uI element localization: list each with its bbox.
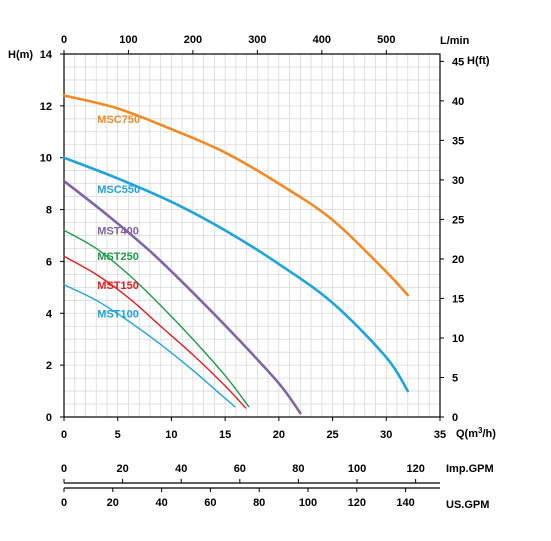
imp-gpm-tick-label: 120 bbox=[406, 463, 424, 475]
y-tick-label: 2 bbox=[46, 360, 52, 372]
lmin-tick-label: 300 bbox=[248, 34, 266, 46]
series-label-mst150: MST150 bbox=[97, 280, 139, 292]
x-axis-label-suffix: /h) bbox=[482, 428, 496, 440]
x-tick-label: 5 bbox=[115, 429, 121, 441]
x-tick-label: 35 bbox=[434, 429, 446, 441]
x-axis-label: Q(m3/h) bbox=[456, 426, 496, 440]
y-tick-label: 4 bbox=[46, 308, 53, 320]
plot-area-frame bbox=[63, 53, 441, 418]
series-label-mst250: MST250 bbox=[97, 251, 139, 263]
y-tick-label: 0 bbox=[46, 412, 52, 424]
us-gpm-tick-label: 80 bbox=[253, 497, 265, 509]
imp-gpm-tick-label: 40 bbox=[175, 463, 187, 475]
curve-mst400 bbox=[62, 179, 302, 415]
x-tick-label: 10 bbox=[165, 429, 177, 441]
us-gpm-tick-label: 140 bbox=[396, 497, 414, 509]
x-tick-label: 20 bbox=[273, 429, 285, 441]
y-axis-label: H(m) bbox=[8, 49, 33, 61]
ft-tick-label: 0 bbox=[452, 412, 458, 424]
x-axis-label-prefix: Q(m bbox=[456, 428, 478, 440]
x-tick-label: 25 bbox=[326, 429, 338, 441]
lmin-tick-label: 100 bbox=[119, 34, 137, 46]
series-label-mst100: MST100 bbox=[97, 308, 139, 320]
us-gpm-tick-label: 100 bbox=[299, 497, 317, 509]
imp-gpm-tick-label: 100 bbox=[348, 463, 366, 475]
imp-gpm-tick-label: 20 bbox=[116, 463, 128, 475]
secondary-x-axis-label: L/min bbox=[440, 35, 470, 47]
curve-mst250 bbox=[63, 229, 250, 408]
imp-gpm-tick-label: 60 bbox=[234, 463, 246, 475]
ft-tick-label: 45 bbox=[452, 56, 464, 68]
curve-msc550 bbox=[62, 156, 410, 393]
chart-grid bbox=[64, 54, 440, 417]
imp-gpm-axis: 0 20 40 60 80 100 120 bbox=[61, 463, 440, 484]
curve-mst150 bbox=[63, 255, 247, 409]
ft-tick-label: 30 bbox=[452, 175, 464, 187]
lmin-tick-label: 500 bbox=[377, 34, 395, 46]
y-tick-label: 6 bbox=[46, 256, 52, 268]
us-gpm-axis-label: US.GPM bbox=[446, 499, 489, 511]
series-label-msc550: MSC550 bbox=[97, 184, 140, 196]
lmin-tick-label: 200 bbox=[184, 34, 202, 46]
ft-tick-label: 40 bbox=[452, 96, 464, 108]
secondary-y-axis-label: H(ft) bbox=[467, 55, 490, 67]
us-gpm-tick-label: 40 bbox=[155, 497, 167, 509]
ft-tick-label: 15 bbox=[452, 293, 464, 305]
y-tick-label: 14 bbox=[40, 49, 53, 61]
us-gpm-tick-label: 60 bbox=[204, 497, 216, 509]
ft-tick-label: 10 bbox=[452, 333, 464, 345]
series-label-msc750: MSC750 bbox=[97, 114, 140, 126]
x-tick-label: 15 bbox=[219, 429, 231, 441]
us-gpm-tick-label: 20 bbox=[107, 497, 119, 509]
ft-tick-label: 25 bbox=[452, 214, 464, 226]
curve-mst100 bbox=[63, 284, 236, 408]
ft-tick-label: 20 bbox=[452, 254, 464, 266]
imp-gpm-axis-label: Imp.GPM bbox=[446, 463, 494, 475]
ft-tick-label: 5 bbox=[452, 372, 458, 384]
y-tick-label: 10 bbox=[40, 153, 52, 165]
x-tick-label: 0 bbox=[61, 429, 67, 441]
imp-gpm-tick-label: 80 bbox=[292, 463, 304, 475]
curve-msc750 bbox=[62, 94, 410, 297]
curve-layer bbox=[62, 94, 410, 415]
ft-tick-label: 35 bbox=[452, 135, 464, 147]
us-gpm-tick-label: 120 bbox=[348, 497, 366, 509]
us-gpm-axis: 0 20 40 60 80 100 120 140 bbox=[61, 487, 440, 509]
us-gpm-tick-label: 0 bbox=[61, 497, 67, 509]
y-tick-label: 12 bbox=[40, 101, 52, 113]
x-tick-label: 30 bbox=[380, 429, 392, 441]
series-label-layer: MSC750 MSC550 MST400 MST250 MST150 MST100 bbox=[97, 114, 140, 320]
lmin-tick-label: 400 bbox=[313, 34, 331, 46]
series-label-mst400: MST400 bbox=[97, 225, 139, 237]
imp-gpm-tick-label: 0 bbox=[61, 463, 67, 475]
x-axis-label-sup: 3 bbox=[478, 426, 483, 435]
lmin-tick-label: 0 bbox=[61, 34, 67, 46]
y-tick-label: 8 bbox=[46, 205, 52, 217]
